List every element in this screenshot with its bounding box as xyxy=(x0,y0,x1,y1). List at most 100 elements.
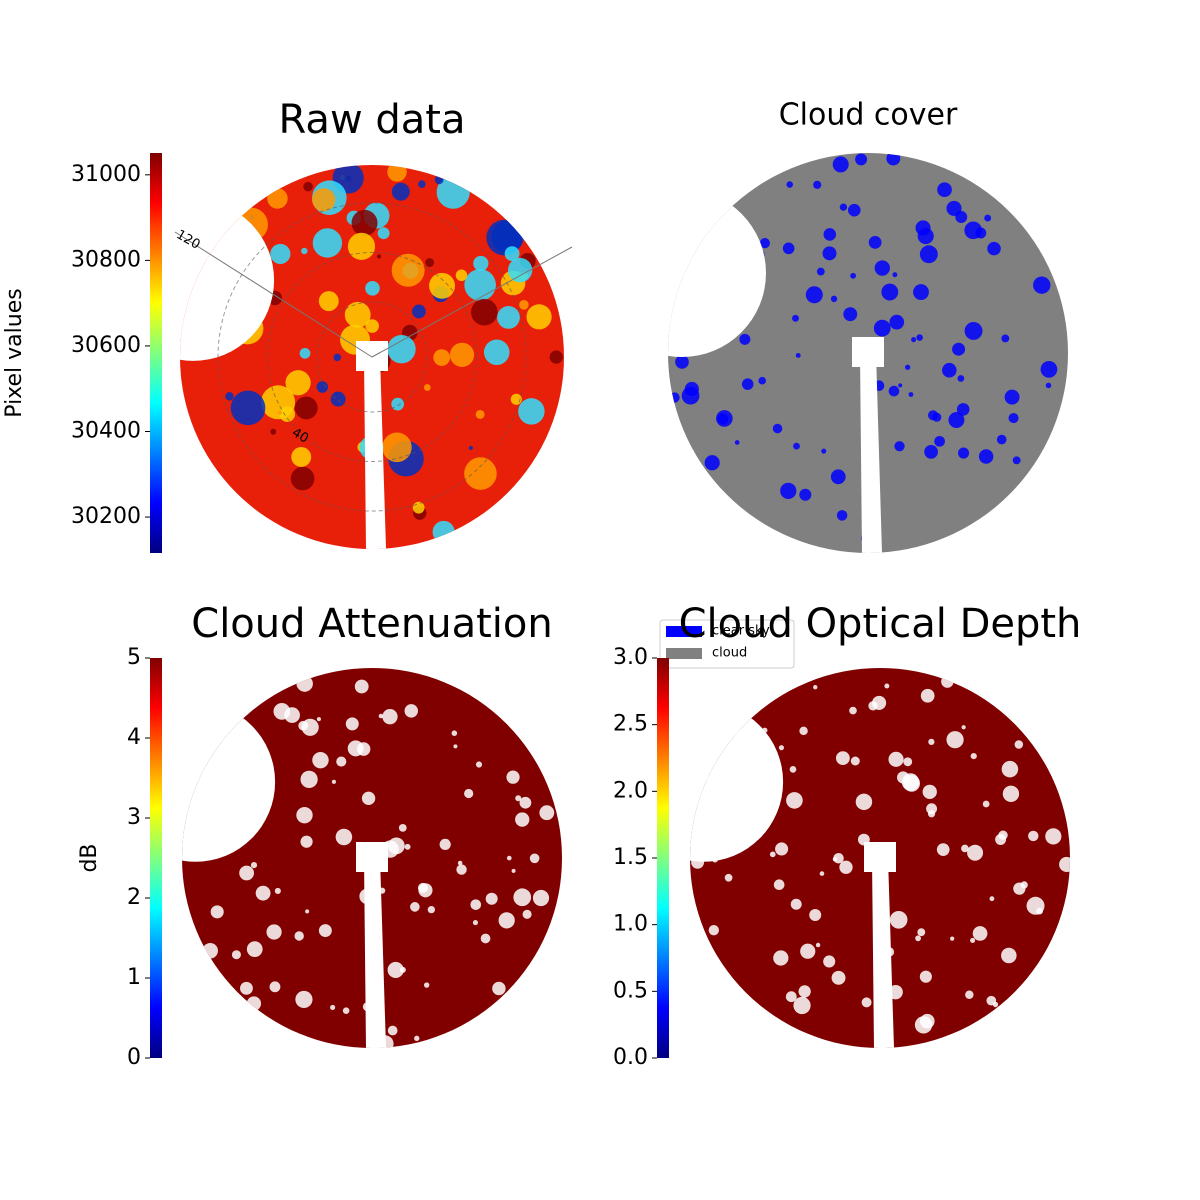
image-blob xyxy=(793,442,800,450)
image-blob xyxy=(296,806,313,824)
image-blob xyxy=(849,706,857,715)
image-blob xyxy=(425,258,435,267)
image-blob xyxy=(439,838,451,851)
image-blob xyxy=(312,751,329,769)
image-blob xyxy=(789,766,797,773)
image-blob xyxy=(832,156,849,173)
image-blob xyxy=(507,257,533,283)
image-blob xyxy=(922,784,937,800)
image-blob xyxy=(850,272,857,279)
image-blob xyxy=(823,228,837,241)
image-blob xyxy=(455,269,468,282)
image-blob xyxy=(312,188,336,212)
image-notch xyxy=(668,189,766,357)
image-blob xyxy=(961,844,969,853)
image-blob xyxy=(964,321,983,340)
image-blob xyxy=(274,887,281,894)
image-blob xyxy=(872,695,887,710)
image-blob xyxy=(473,255,489,272)
colorbar xyxy=(150,658,162,1058)
image-blob xyxy=(318,291,339,312)
image-blob xyxy=(889,910,908,929)
image-blob xyxy=(1002,785,1020,802)
image-blob xyxy=(231,950,241,960)
colorbar-tick-label: 0 xyxy=(127,1045,141,1070)
image-blob xyxy=(790,898,802,910)
colorbar-tick-label: 0.0 xyxy=(613,1045,648,1070)
panel-title: Cloud cover xyxy=(779,98,958,133)
image-blob xyxy=(434,175,444,185)
image-blob xyxy=(316,381,329,393)
colorbar-tick-label: 31000 xyxy=(71,162,141,187)
image-blob xyxy=(881,283,899,301)
image-blob xyxy=(816,267,825,276)
image-blob xyxy=(996,434,1007,445)
image-blob xyxy=(1033,276,1051,294)
image-blob xyxy=(708,925,719,936)
image-blob xyxy=(964,221,983,240)
image-blob xyxy=(805,286,823,304)
colorbar-label: Pixel values xyxy=(2,288,27,417)
image-blob xyxy=(331,779,336,784)
image-blob xyxy=(290,466,315,491)
image-blob xyxy=(778,745,785,751)
image-mask xyxy=(852,337,884,367)
image-blob xyxy=(246,941,263,958)
image-blob xyxy=(432,520,455,543)
image-blob xyxy=(410,902,420,912)
image-blob xyxy=(942,362,957,378)
image-blob xyxy=(468,445,473,450)
image-blob xyxy=(799,488,812,501)
image-blob xyxy=(889,314,905,330)
image-blob xyxy=(483,339,510,366)
image-blob xyxy=(549,350,563,364)
image-blob xyxy=(916,334,923,341)
polar-axis xyxy=(371,246,573,358)
image-blob xyxy=(388,837,405,855)
colorbar-tick-label: 30200 xyxy=(71,504,141,529)
image-blob xyxy=(456,864,467,875)
image-blob xyxy=(427,905,436,914)
image-blob xyxy=(411,304,426,319)
image-blob xyxy=(526,304,552,330)
colorbar-tick-label: 30400 xyxy=(71,419,141,444)
image-blob xyxy=(429,272,456,299)
image-blob xyxy=(513,888,532,907)
image-blob xyxy=(240,981,253,995)
image-mask xyxy=(860,353,882,553)
image-blob xyxy=(901,773,920,791)
colorbar xyxy=(150,153,162,553)
image-blob xyxy=(497,305,520,329)
image-blob xyxy=(522,909,532,919)
image-blob xyxy=(475,410,485,419)
image-blob xyxy=(351,209,378,236)
image-blob xyxy=(347,232,376,260)
image-blob xyxy=(795,352,801,358)
colorbar-tick-label: 3 xyxy=(127,805,141,830)
image-blob xyxy=(819,871,825,876)
image-blob xyxy=(911,337,917,343)
image-blob xyxy=(335,828,353,846)
image-blob xyxy=(539,805,555,821)
image-blob xyxy=(404,704,419,718)
image-blob xyxy=(772,423,783,434)
image-blob xyxy=(294,396,318,420)
image-blob xyxy=(936,843,950,856)
image-blob xyxy=(920,688,935,703)
image-blob xyxy=(345,717,359,731)
image-blob xyxy=(850,756,860,766)
image-blob xyxy=(270,243,291,264)
image-blob xyxy=(365,319,379,333)
image-blob xyxy=(417,882,428,893)
image-blob xyxy=(957,447,970,459)
image-blob xyxy=(361,791,376,806)
image-blob xyxy=(928,738,935,746)
image-blob xyxy=(903,757,913,767)
image-blob xyxy=(741,378,754,390)
polar-label: 40 xyxy=(289,425,311,446)
image-blob xyxy=(453,744,458,749)
image-blob xyxy=(316,717,321,722)
image-blob xyxy=(300,835,313,848)
image xyxy=(690,668,1070,1048)
image-blob xyxy=(202,943,218,959)
